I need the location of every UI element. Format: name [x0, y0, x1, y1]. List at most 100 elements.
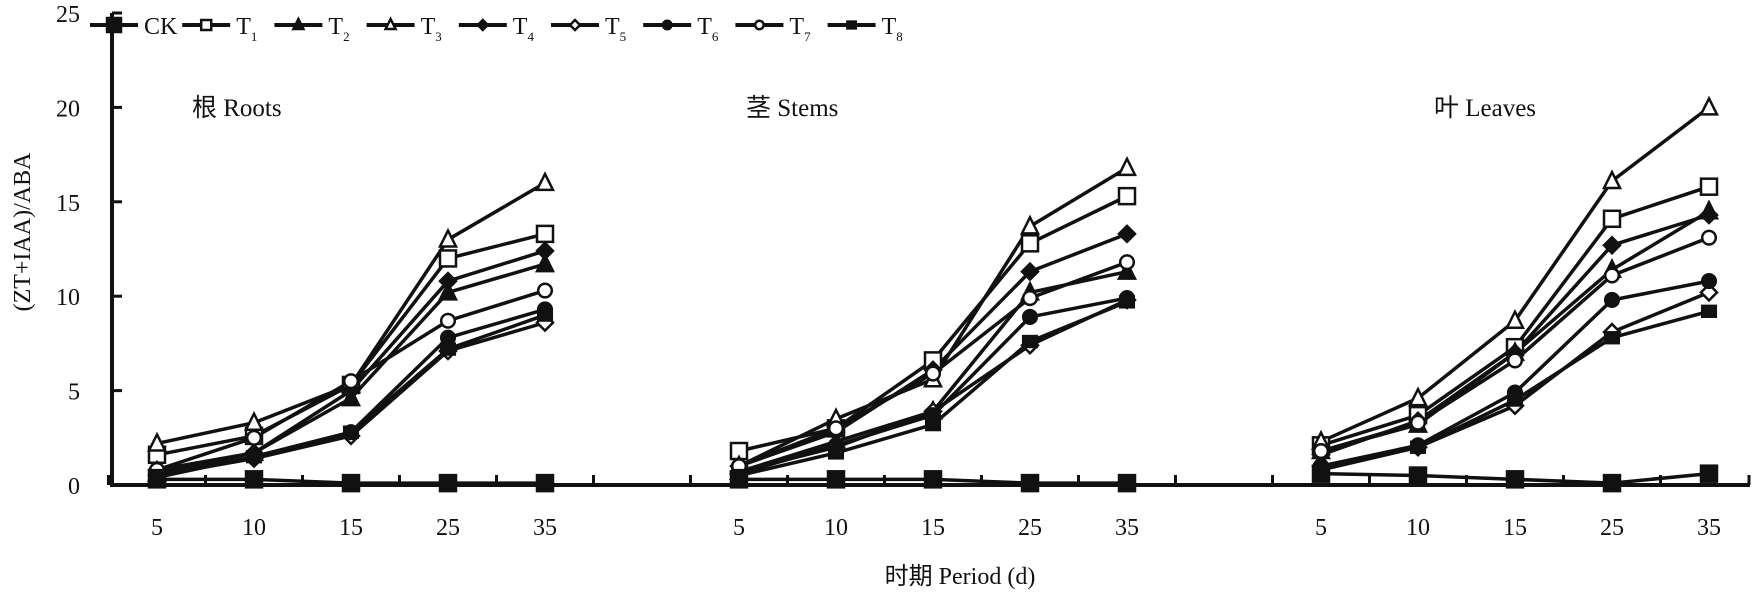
open-square-marker	[199, 18, 213, 32]
filled-square-marker	[535, 473, 555, 493]
legend-label: T3	[421, 14, 442, 44]
legend-label: T2	[328, 14, 349, 44]
open-square-marker	[1699, 177, 1719, 196]
x-tick-label: 10	[1406, 515, 1430, 541]
filled-diamond-marker	[1699, 205, 1719, 225]
filled-square-small-marker	[439, 342, 457, 356]
filled-square-marker	[244, 470, 264, 489]
legend-label-subscript: 5	[620, 29, 627, 44]
filled-square-small-marker	[1118, 295, 1136, 309]
y-tick-label: 10	[56, 285, 80, 311]
open-circle-marker	[342, 373, 360, 390]
legend-label-main: T	[236, 14, 251, 40]
legend-label-subscript: 7	[804, 29, 811, 44]
legend-item-ck: CK	[90, 14, 178, 40]
filled-circle-marker	[1603, 291, 1621, 309]
panel-title: 叶 Leaves	[1434, 95, 1536, 122]
open-square-marker	[535, 224, 555, 244]
x-tick-label: 15	[1503, 515, 1527, 541]
x-tick-label: 10	[824, 515, 848, 541]
legend-label: T5	[605, 14, 626, 44]
y-tick-label: 15	[56, 191, 80, 217]
legend-label-main: T	[328, 14, 343, 40]
open-circle-marker	[1506, 352, 1524, 369]
open-triangle-marker	[1698, 95, 1720, 116]
filled-square-marker	[1408, 466, 1428, 485]
x-axis-label: 时期 Period (d)	[885, 563, 1036, 590]
open-circle-marker	[536, 282, 554, 299]
filled-diamond-marker	[1602, 235, 1622, 255]
open-triangle-marker	[243, 410, 265, 431]
y-tick-label: 20	[56, 96, 80, 122]
y-tick-label: 5	[68, 380, 80, 406]
filled-square-marker	[923, 470, 943, 489]
open-triangle-marker	[1504, 308, 1526, 329]
legend-label: CK	[144, 14, 178, 40]
legend-label-subscript: 2	[343, 29, 350, 44]
x-tick-label: 25	[1600, 515, 1624, 541]
open-square-marker	[438, 249, 458, 268]
legend-label: T4	[513, 14, 535, 44]
panel-title: 根 Roots	[192, 94, 282, 122]
legend-label-subscript: 6	[712, 29, 719, 44]
x-tick-label: 35	[1697, 515, 1721, 541]
filled-square-small-marker	[245, 449, 263, 464]
x-tick-label: 10	[242, 515, 266, 541]
legend-label-main: T	[605, 14, 620, 40]
open-triangle-marker	[437, 227, 459, 248]
open-circle-marker	[1118, 254, 1136, 271]
legend-item-t2: T2	[274, 14, 350, 44]
legend-label-subscript: 8	[896, 29, 903, 44]
series-line-t4	[1320, 213, 1710, 457]
filled-square-marker	[1699, 464, 1719, 483]
open-circle-marker	[1409, 414, 1427, 431]
legend-label: T8	[882, 14, 903, 44]
open-circle-marker	[1312, 442, 1330, 460]
open-circle-marker	[245, 429, 263, 446]
y-axis-label: (ZT+IAA)/ABA	[10, 152, 36, 312]
legend: CK T1 T2 T3 T4 T5 T6 T7 T8	[90, 14, 903, 44]
x-tick-label: 35	[1115, 515, 1139, 541]
open-triangle-marker	[1116, 156, 1138, 177]
y-tick-label: 0	[68, 474, 80, 500]
x-tick-label: 5	[733, 515, 745, 541]
open-square-marker	[1117, 186, 1137, 206]
legend-item-t1: T1	[182, 14, 257, 44]
open-triangle-marker	[383, 16, 398, 31]
open-circle-marker	[1700, 229, 1718, 246]
filled-square-marker	[1602, 473, 1622, 493]
filled-square-small-marker	[148, 468, 166, 483]
filled-square-small-marker	[536, 308, 554, 322]
series-layer	[146, 95, 1720, 493]
filled-square-small-marker	[1506, 393, 1524, 407]
series-line-t1	[156, 232, 546, 457]
open-triangle-marker	[534, 171, 556, 192]
legend-label-subscript: 4	[527, 29, 534, 44]
filled-square-small-marker	[1021, 334, 1039, 349]
filled-square-marker	[826, 470, 846, 489]
open-triangle-marker	[1601, 169, 1623, 190]
legend-label-main: T	[882, 14, 897, 40]
filled-square-small-marker	[846, 20, 858, 30]
filled-diamond-marker	[1117, 224, 1137, 244]
legend-label-main: T	[513, 14, 528, 40]
open-triangle-marker	[1407, 386, 1429, 407]
open-circle-marker	[827, 420, 845, 437]
filled-square-marker	[1505, 470, 1525, 489]
filled-circle-marker	[1700, 273, 1718, 290]
filled-square-small-marker	[1603, 331, 1621, 345]
panel-title: 茎 Stems	[746, 94, 838, 122]
open-diamond-marker	[568, 18, 582, 32]
filled-triangle-marker	[534, 252, 556, 273]
legend-item-t5: T5	[551, 14, 626, 44]
filled-triangle-marker	[437, 280, 459, 301]
filled-square-marker	[105, 16, 123, 34]
filled-square-small-marker	[1700, 304, 1718, 318]
open-triangle-marker	[146, 431, 168, 452]
open-triangle-marker	[1019, 214, 1041, 235]
legend-label: T1	[236, 14, 257, 44]
filled-square-marker	[438, 473, 458, 493]
filled-square-small-marker	[924, 417, 942, 432]
